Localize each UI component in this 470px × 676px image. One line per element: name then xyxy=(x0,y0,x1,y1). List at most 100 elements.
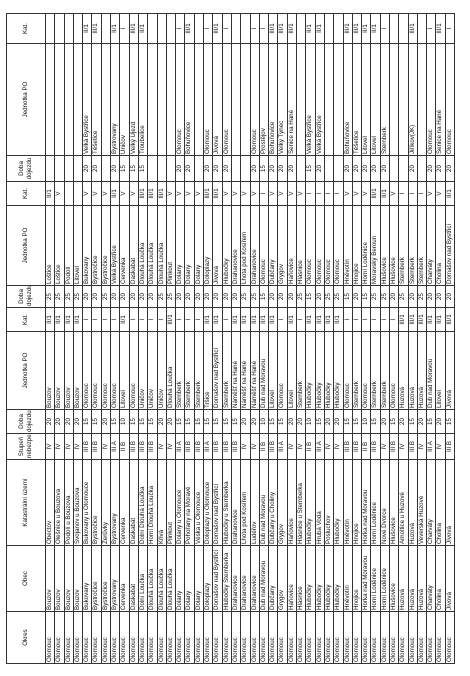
table-cell: 15 xyxy=(352,409,362,434)
table-cell: 20 xyxy=(82,155,92,182)
table-cell xyxy=(54,13,65,44)
table-cell: I xyxy=(361,307,371,332)
table-cell: Cholina xyxy=(435,205,446,286)
table-cell xyxy=(73,43,83,156)
table-cell: Charváty xyxy=(426,459,436,546)
table-cell: V xyxy=(82,181,92,206)
table-cell xyxy=(101,13,111,44)
table-cell: 15 xyxy=(343,285,353,308)
table-cell: 15 xyxy=(259,285,269,308)
table-cell: 15 xyxy=(408,409,418,434)
table-cell: Hlásnice xyxy=(296,545,306,612)
table-cell: II/1 xyxy=(380,181,390,206)
table-cell: 15 xyxy=(426,409,436,434)
table-cell: 20 xyxy=(361,155,371,182)
table-cell: 20 xyxy=(287,409,297,434)
table-cell: II/1 xyxy=(305,307,316,332)
table-cell: Olomouc xyxy=(231,611,241,664)
table-row: Olomouc Hlubočky Posluchov IV 20 Hlubočky II/1… xyxy=(324,13,334,664)
table-cell: Haňovice xyxy=(287,205,297,286)
table-cell: Grygov xyxy=(277,205,288,286)
table-cell: Véska u Olomouce xyxy=(194,459,204,546)
table-cell: 20 xyxy=(398,409,409,434)
table-row: Olomouc Bouzov Podolí u Bouzova IV 20 Bouzov I… xyxy=(64,13,74,664)
table-cell: I xyxy=(426,13,436,44)
table-cell: V xyxy=(101,181,111,206)
table-row: Olomouc Huzová Veverská Huzové IV 20 Huzová II… xyxy=(417,13,427,664)
table-cell: 20 xyxy=(119,285,130,308)
table-cell: IV xyxy=(333,433,343,460)
table-cell: 15 xyxy=(184,409,195,434)
column-header: Doba dojezdu xyxy=(6,285,46,308)
table-cell: Doloplazy u Olomouce xyxy=(203,459,213,546)
table-cell xyxy=(398,43,409,156)
table-cell: Olomouc xyxy=(426,611,436,664)
table-cell: 20 xyxy=(231,285,241,308)
table-cell: Olomouc xyxy=(435,611,446,664)
table-cell: 25 xyxy=(101,285,111,308)
table-cell: 25 xyxy=(73,285,83,308)
table-cell: Dolany xyxy=(184,545,195,612)
table-cell: II/1 xyxy=(73,307,83,332)
table-cell: I xyxy=(91,307,102,332)
table-cell: III B xyxy=(445,433,455,460)
table-cell: Litovel xyxy=(435,331,446,410)
table-row: Olomouc Cholina Cholina IV 20 Litovel II/1 20 Ch… xyxy=(435,13,446,664)
table-cell: Žerůvky xyxy=(101,459,111,546)
table-cell: I xyxy=(203,13,213,44)
table-cell: 15 xyxy=(222,409,232,434)
table-cell: 20 xyxy=(240,409,251,434)
table-cell: II/1 xyxy=(268,307,278,332)
table-cell: Olomouc xyxy=(315,205,325,286)
table-cell: 10 xyxy=(305,409,316,434)
table-cell xyxy=(64,155,74,182)
table-cell: Horní Loděnice xyxy=(370,545,381,612)
table-cell: Hněvotín xyxy=(343,205,353,286)
table-cell: I xyxy=(184,307,195,332)
table-cell: Olomouc xyxy=(389,331,399,410)
table-cell: I xyxy=(222,307,232,332)
table-cell: I xyxy=(175,13,185,44)
table-cell: Olomouc xyxy=(277,331,288,410)
table-cell: 20 xyxy=(426,155,436,182)
table-cell: Olomouc xyxy=(426,43,436,156)
table-cell: 15 xyxy=(231,409,241,434)
table-row: Olomouc Dubčany Dubčany u Choliny III B 15 Li… xyxy=(268,13,278,664)
table-cell: Šternberk xyxy=(380,43,390,156)
table-cell: 20 xyxy=(277,285,288,308)
table-cell: Horní Loděnice xyxy=(380,545,390,612)
table-cell: Olomouc xyxy=(82,611,92,664)
table-cell: Lhota pod Kosířem xyxy=(240,459,251,546)
table-row: Olomouc Horní Loděnice Nové Dvorce IV 20 Šter… xyxy=(380,13,390,664)
table-cell: III A xyxy=(175,433,185,460)
table-cell: II/1 xyxy=(110,181,120,206)
table-cell: Hlubočky xyxy=(333,459,343,546)
table-cell: Červenka xyxy=(119,205,130,286)
table-cell: Dub nad Moravou xyxy=(259,331,269,410)
table-cell: III B xyxy=(222,433,232,460)
table-cell xyxy=(296,13,306,44)
table-cell: 20 xyxy=(222,285,232,308)
table-cell xyxy=(54,155,65,182)
table-cell: Olomouc xyxy=(147,611,158,664)
table-cell: Olomouc xyxy=(54,611,65,664)
table-cell: I xyxy=(277,307,288,332)
table-cell: Olomouc xyxy=(110,331,120,410)
table-cell: Dubčany xyxy=(268,545,278,612)
table-cell: Bystročice xyxy=(91,545,102,612)
table-cell: Bouzov xyxy=(64,331,74,410)
table-cell: 15 xyxy=(129,155,139,182)
table-cell: Hrubá Voda xyxy=(315,459,325,546)
table-cell: Daskabát xyxy=(129,205,139,286)
table-cell: Jívová xyxy=(212,43,223,156)
table-cell: 20 xyxy=(222,155,232,182)
table-cell: III B xyxy=(343,433,353,460)
table-cell: 15 xyxy=(305,285,316,308)
table-cell: Velký Újezd xyxy=(129,43,139,156)
table-cell: 20 xyxy=(352,285,362,308)
table-cell: V xyxy=(389,181,399,206)
table-cell: Bohuňovice xyxy=(184,43,195,156)
table-cell: Dubčany u Choliny xyxy=(268,459,278,546)
table-cell: III/1 xyxy=(343,13,353,44)
table-cell: Litovel xyxy=(361,43,371,156)
